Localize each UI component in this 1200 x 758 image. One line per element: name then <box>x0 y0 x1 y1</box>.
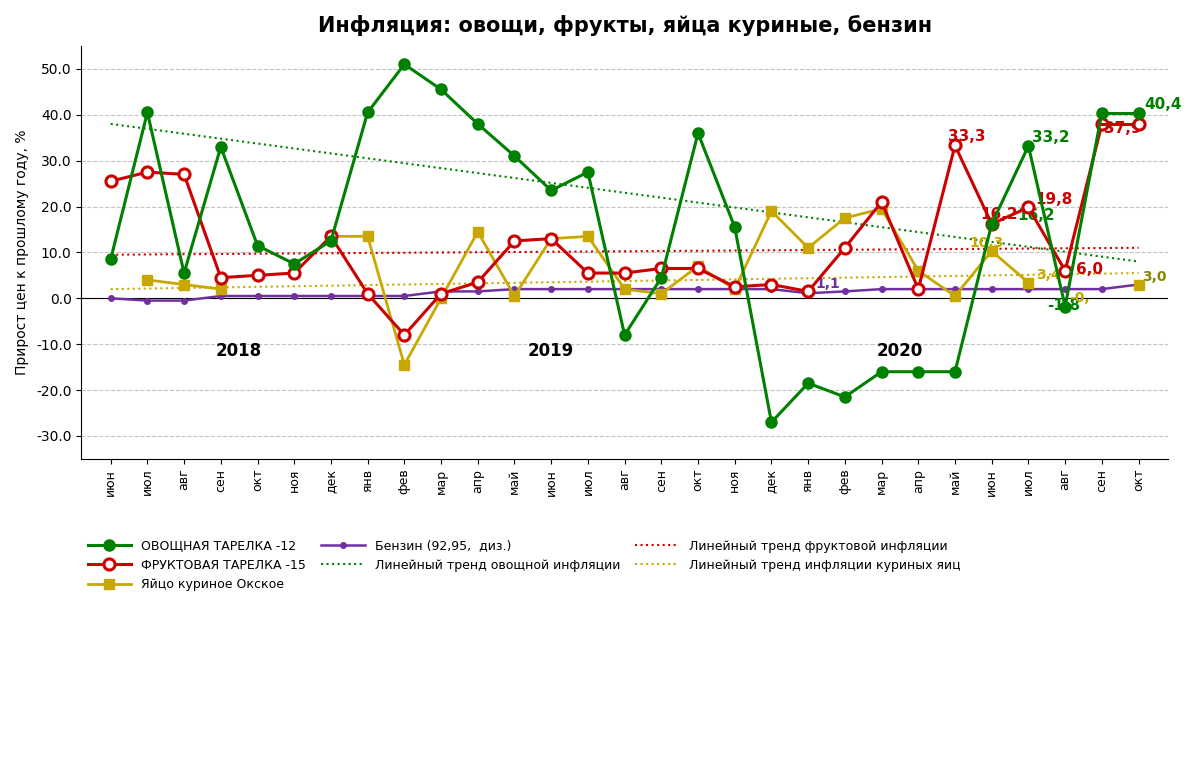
Text: -1,8: -1,8 <box>1046 298 1080 313</box>
Text: 3,4: 3,4 <box>1036 268 1061 281</box>
Text: 16,2: 16,2 <box>980 208 1019 222</box>
Text: 33,2: 33,2 <box>1032 130 1069 146</box>
Text: 10,3: 10,3 <box>970 236 1004 250</box>
Text: 1,1: 1,1 <box>816 277 840 291</box>
Text: 19,8: 19,8 <box>1036 192 1073 207</box>
Text: 2019: 2019 <box>528 342 575 359</box>
Text: 2018: 2018 <box>216 342 263 359</box>
Title: Инфляция: овощи, фрукты, яйца куриные, бензин: Инфляция: овощи, фрукты, яйца куриные, б… <box>318 15 931 36</box>
Y-axis label: Прирост цен к прошлому году, %: Прирост цен к прошлому году, % <box>16 130 29 375</box>
Text: 37,9: 37,9 <box>1104 121 1141 136</box>
Text: 16,2: 16,2 <box>1018 208 1055 224</box>
Text: 2020: 2020 <box>877 342 923 359</box>
Legend: ОВОЩНАЯ ТАРЕЛКА -12, ФРУКТОВАЯ ТАРЕЛКА -15, Яйцо куриное Окское, Бензин (92,95, : ОВОЩНАЯ ТАРЕЛКА -12, ФРУКТОВАЯ ТАРЕЛКА -… <box>88 540 961 591</box>
Text: 3,0: 3,0 <box>1142 270 1166 283</box>
Text: 33,3: 33,3 <box>948 130 985 144</box>
Text: 40,4: 40,4 <box>1144 97 1182 112</box>
Text: 6,0: 6,0 <box>1076 262 1103 277</box>
Text: -0,: -0, <box>1069 291 1090 305</box>
